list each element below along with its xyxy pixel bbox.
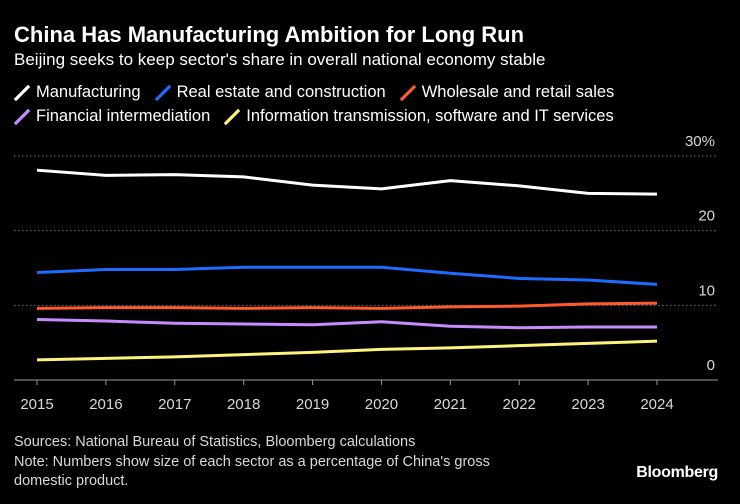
chart-subtitle: Beijing seeks to keep sector's share in …	[14, 50, 546, 69]
legend-swatch-icon	[14, 84, 30, 101]
x-tick-label: 2021	[434, 396, 467, 413]
x-tick-label: 2020	[365, 396, 398, 413]
legend-swatch-icon	[14, 108, 30, 125]
note-text-line-2: domestic product.	[14, 473, 129, 489]
x-tick-label: 2017	[158, 396, 191, 413]
legend-item: Manufacturing	[14, 83, 141, 102]
bloomberg-logo: Bloomberg	[636, 464, 718, 481]
series-line	[36, 318, 657, 330]
legend-item: Real estate and construction	[154, 83, 386, 102]
legend-label: Financial intermediation	[36, 107, 211, 125]
note-text-line-1: Note: Numbers show size of each sector a…	[14, 454, 490, 470]
legend-label: Information transmission, software and I…	[246, 107, 614, 125]
y-tick-label: 10	[698, 282, 715, 299]
legend-swatch-icon	[224, 108, 241, 125]
x-tick-label: 2023	[571, 396, 604, 413]
legend-swatch-icon	[154, 84, 171, 101]
legend-label: Wholesale and retail sales	[421, 83, 615, 101]
legend-item: Information transmission, software and I…	[224, 107, 614, 126]
x-tick-label: 2022	[503, 396, 536, 413]
legend-row-2: Financial intermediation Information tran…	[14, 107, 614, 126]
series-line	[36, 301, 658, 310]
legend-swatch-icon	[399, 84, 416, 101]
x-tick-label: 2024	[640, 396, 673, 413]
series-line	[36, 265, 658, 286]
chart-title: China Has Manufacturing Ambition for Lon…	[14, 22, 525, 47]
legend-label: Real estate and construction	[176, 83, 386, 101]
series-line	[36, 168, 658, 196]
sources-text: Sources: National Bureau of Statistics, …	[14, 434, 416, 450]
x-tick-label: 2016	[89, 396, 122, 413]
x-tick-label: 2019	[296, 396, 329, 413]
series-line	[36, 339, 658, 362]
x-tick-label: 2018	[227, 396, 260, 413]
x-tick-label: 2015	[20, 396, 53, 413]
legend-row-1: Manufacturing Real estate and constructio…	[14, 83, 614, 102]
legend-item: Wholesale and retail sales	[399, 83, 615, 102]
y-tick-label: 0	[707, 357, 715, 374]
y-tick-label: 20	[698, 208, 715, 225]
legend-label: Manufacturing	[36, 83, 141, 101]
y-tick-label: 30%	[685, 133, 715, 150]
legend-item: Financial intermediation	[14, 107, 210, 126]
